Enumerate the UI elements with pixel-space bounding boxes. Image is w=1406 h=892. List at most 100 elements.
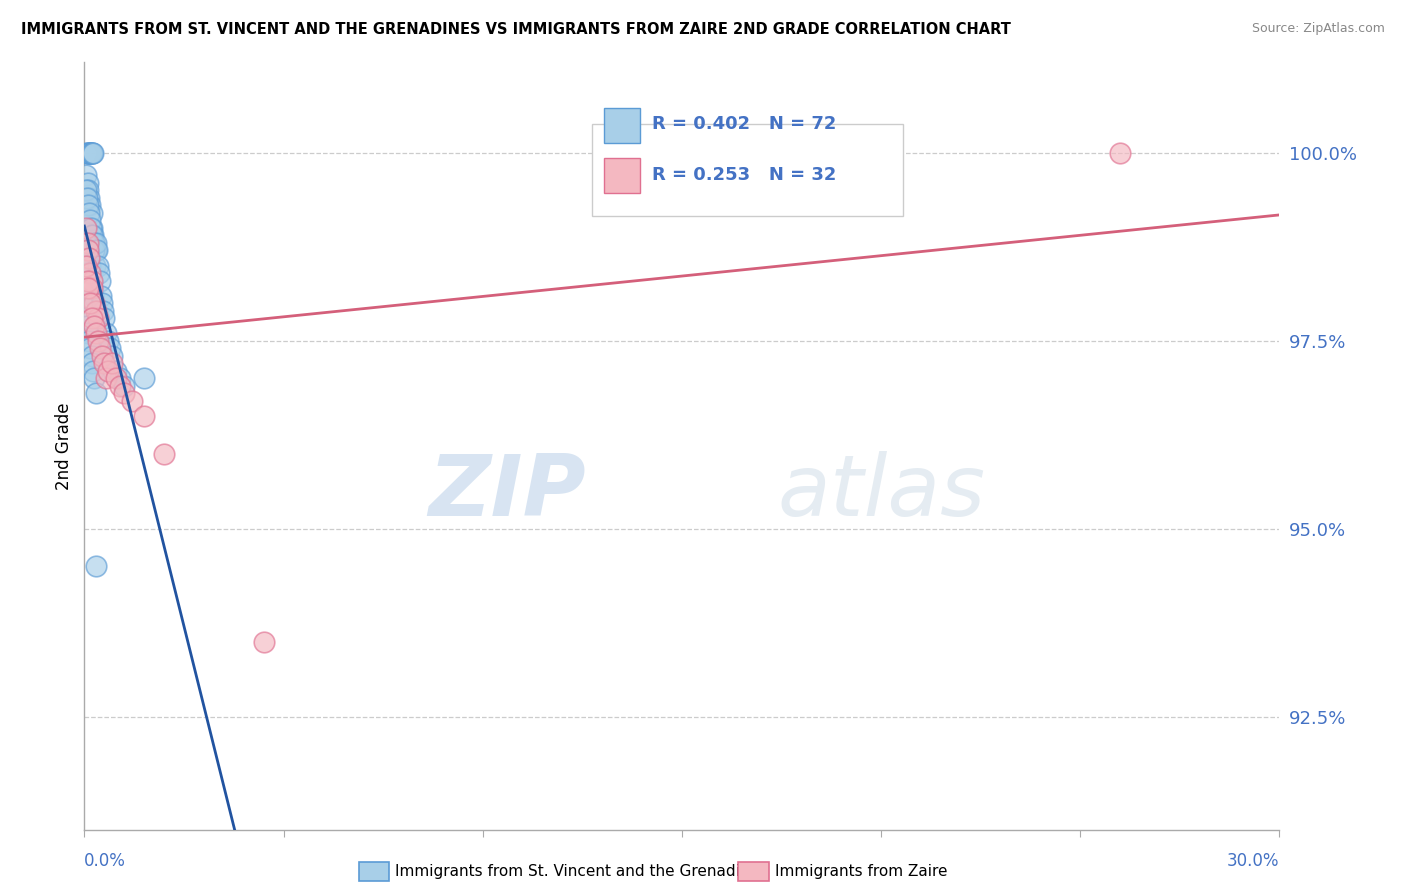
Point xyxy=(89,341,111,355)
Point xyxy=(93,303,115,318)
Point xyxy=(84,386,107,401)
Point xyxy=(77,326,100,341)
Point xyxy=(86,235,108,250)
Point xyxy=(80,220,103,235)
Point xyxy=(82,281,104,295)
Text: ZIP: ZIP xyxy=(429,450,586,533)
Point xyxy=(79,145,101,160)
Point xyxy=(110,379,132,393)
Point xyxy=(93,356,115,370)
Point xyxy=(76,274,98,288)
Point xyxy=(83,235,105,250)
Point xyxy=(77,145,100,160)
Point xyxy=(87,259,110,273)
Point xyxy=(132,409,156,423)
Point xyxy=(76,244,98,258)
Point xyxy=(101,356,124,370)
Point xyxy=(83,235,105,250)
Point xyxy=(80,274,103,288)
Text: Immigrants from Zaire: Immigrants from Zaire xyxy=(775,864,948,879)
FancyBboxPatch shape xyxy=(592,124,903,216)
Point xyxy=(110,371,132,385)
Point xyxy=(75,168,97,182)
Text: 30.0%: 30.0% xyxy=(1227,852,1279,870)
Point xyxy=(82,311,104,326)
Point xyxy=(76,266,98,280)
Point xyxy=(75,145,97,160)
Point xyxy=(76,235,98,250)
Point xyxy=(82,356,104,370)
Text: 0.0%: 0.0% xyxy=(84,852,127,870)
Point xyxy=(97,364,120,378)
Point xyxy=(77,191,100,205)
Point xyxy=(82,364,104,378)
Point xyxy=(96,326,118,341)
Point xyxy=(79,266,101,280)
Point xyxy=(82,228,104,243)
Point xyxy=(89,274,111,288)
Point xyxy=(86,244,108,258)
Point xyxy=(87,334,110,348)
Point xyxy=(83,296,105,310)
Text: Source: ZipAtlas.com: Source: ZipAtlas.com xyxy=(1251,22,1385,36)
Point xyxy=(83,244,105,258)
Point xyxy=(132,371,156,385)
Text: atlas: atlas xyxy=(778,450,986,533)
Point xyxy=(82,145,104,160)
Point xyxy=(98,341,121,355)
Point xyxy=(82,281,104,295)
Point xyxy=(84,303,107,318)
Point xyxy=(75,259,97,273)
Point xyxy=(97,334,120,348)
Point xyxy=(80,274,103,288)
Point xyxy=(76,176,98,190)
Point xyxy=(83,296,105,310)
Point xyxy=(75,235,97,250)
Point xyxy=(75,183,97,197)
FancyBboxPatch shape xyxy=(605,158,640,193)
Point xyxy=(1109,145,1132,160)
Point xyxy=(77,251,100,265)
Point xyxy=(77,198,100,212)
Point xyxy=(90,288,112,302)
Point xyxy=(105,364,128,378)
Point xyxy=(101,349,124,363)
Text: R = 0.253   N = 32: R = 0.253 N = 32 xyxy=(652,166,837,185)
Point xyxy=(82,228,104,243)
Point xyxy=(80,145,103,160)
Point xyxy=(112,386,135,401)
Y-axis label: 2nd Grade: 2nd Grade xyxy=(55,402,73,490)
Point xyxy=(82,145,104,160)
Text: R = 0.402   N = 72: R = 0.402 N = 72 xyxy=(652,115,837,133)
Point xyxy=(86,559,108,574)
Point xyxy=(79,198,101,212)
Point xyxy=(84,244,107,258)
Point xyxy=(79,259,101,273)
Point xyxy=(77,206,100,220)
Point xyxy=(80,206,103,220)
Point xyxy=(91,296,114,310)
Point xyxy=(77,145,100,160)
Point xyxy=(153,446,176,460)
Point xyxy=(79,341,101,355)
Point xyxy=(75,311,97,326)
Point xyxy=(105,371,128,385)
Point xyxy=(77,281,100,295)
Point xyxy=(75,259,97,273)
Point xyxy=(82,288,104,302)
FancyBboxPatch shape xyxy=(605,109,640,143)
Point xyxy=(77,244,100,258)
Point xyxy=(79,145,101,160)
Point xyxy=(83,318,105,333)
Text: IMMIGRANTS FROM ST. VINCENT AND THE GRENADINES VS IMMIGRANTS FROM ZAIRE 2ND GRAD: IMMIGRANTS FROM ST. VINCENT AND THE GREN… xyxy=(21,22,1011,37)
Point xyxy=(87,311,110,326)
Point xyxy=(82,145,104,160)
Point xyxy=(77,183,100,197)
Point xyxy=(91,349,114,363)
Point xyxy=(112,379,135,393)
Point xyxy=(253,634,276,648)
Point xyxy=(76,191,98,205)
Point xyxy=(77,274,100,288)
Point xyxy=(80,349,103,363)
Point xyxy=(93,311,115,326)
